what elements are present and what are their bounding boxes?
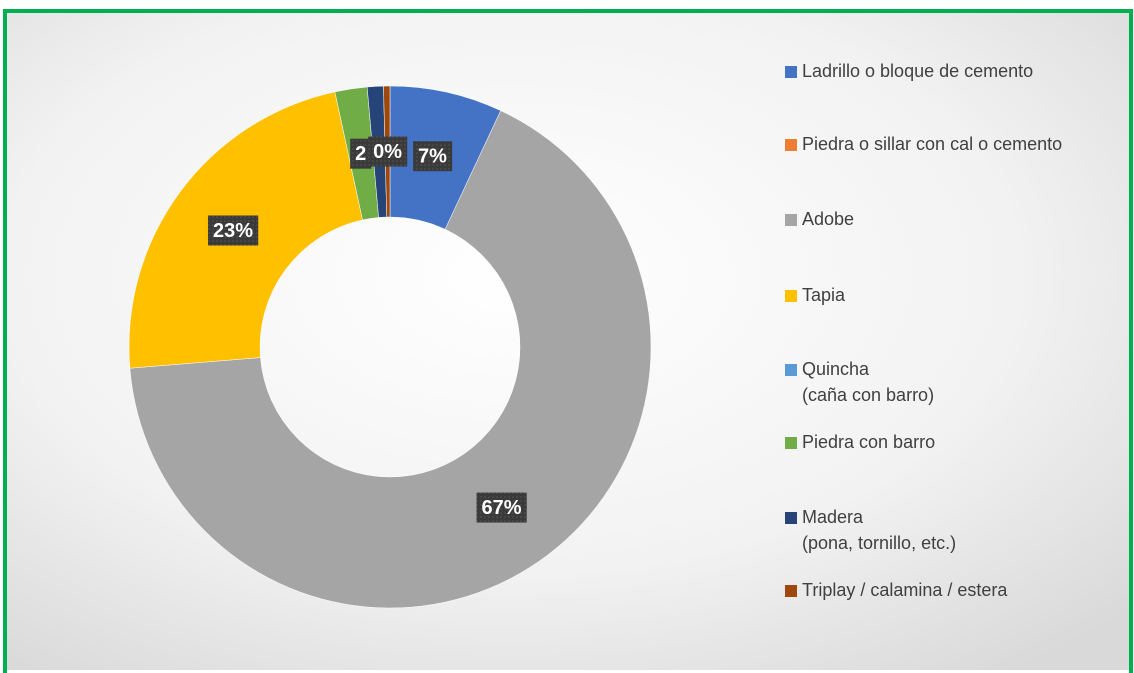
data-label: 0% [368, 136, 408, 167]
data-label-box [476, 492, 527, 523]
data-label: 23% [207, 215, 259, 246]
legend-label: Quincha (caña con barro) [802, 359, 934, 405]
legend-label: Madera (pona, tornillo, etc.) [802, 507, 956, 553]
data-label: 7% [413, 141, 453, 172]
legend-label: Piedra con barro [802, 432, 935, 452]
data-labels: 7% 67% 23% 2 0% [207, 136, 527, 523]
slice [129, 110, 652, 609]
legend-label: Triplay / calamina / estera [802, 580, 1008, 600]
legend-swatch [785, 364, 797, 376]
data-label-text: 7% [418, 145, 447, 167]
legend: Ladrillo o bloque de cemento Piedra o sil… [785, 61, 1062, 600]
legend-swatch [785, 139, 797, 151]
legend-swatch [785, 214, 797, 226]
data-label-box [413, 141, 453, 172]
data-label: 67% [476, 492, 527, 523]
legend-swatch [785, 290, 797, 302]
legend-swatch [785, 585, 797, 597]
data-label-box [207, 215, 259, 246]
data-label-text: 2 [355, 143, 366, 165]
data-label-text: 23% [213, 220, 253, 242]
data-label: 2 [350, 138, 372, 169]
data-label-text: 67% [482, 497, 522, 519]
legend-swatch [785, 66, 797, 78]
legend-label: Ladrillo o bloque de cemento [802, 61, 1033, 81]
data-label-text: 0% [373, 141, 402, 163]
legend-swatch [785, 512, 797, 524]
data-label-box [350, 138, 372, 169]
legend-label: Piedra o sillar con cal o cemento [802, 134, 1062, 154]
legend-swatch [785, 437, 797, 449]
legend-label: Adobe [802, 209, 854, 229]
data-label-box [368, 136, 408, 167]
frame [3, 9, 1133, 673]
legend-label: Tapia [802, 285, 846, 305]
